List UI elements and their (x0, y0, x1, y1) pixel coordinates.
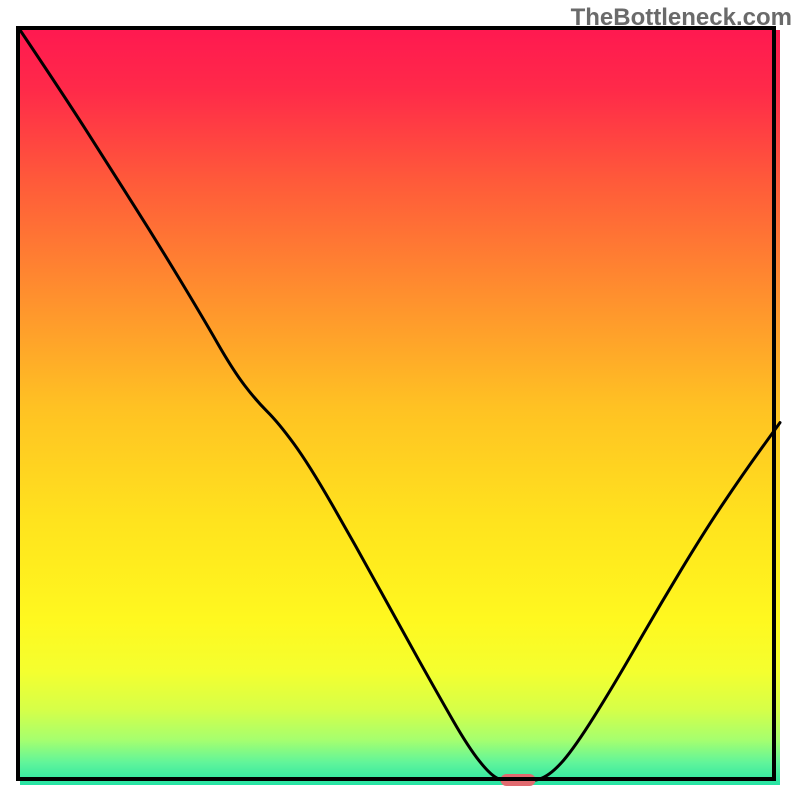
chart-container: TheBottleneck.com (0, 0, 800, 800)
bottleneck-curve (20, 30, 780, 782)
plot-area (20, 30, 780, 785)
watermark-text: TheBottleneck.com (571, 4, 792, 32)
optimal-marker (500, 774, 535, 786)
curve-layer (20, 30, 780, 785)
